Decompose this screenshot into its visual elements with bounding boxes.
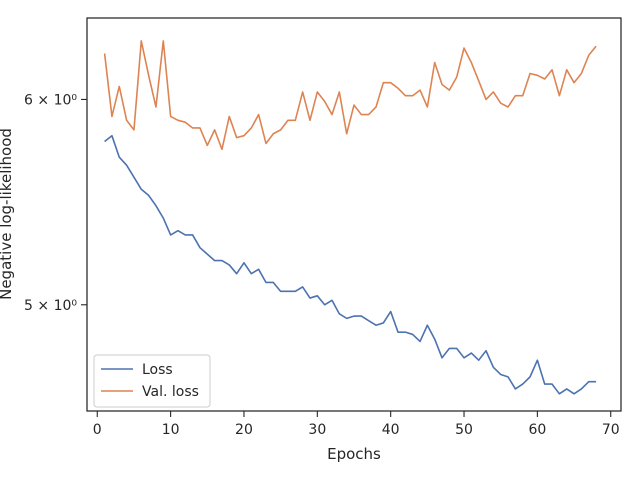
y-tick-label: 5 × 10⁰ bbox=[24, 298, 77, 314]
x-tick-label: 0 bbox=[93, 422, 102, 438]
x-tick-label: 50 bbox=[455, 422, 473, 438]
x-tick-label: 20 bbox=[235, 422, 253, 438]
series-line-val-loss bbox=[103, 40, 597, 151]
x-tick-label: 40 bbox=[382, 422, 400, 438]
legend-box bbox=[93, 354, 211, 408]
legend-label-val-loss: Val. loss bbox=[142, 384, 199, 400]
y-axis: 5 × 10⁰ 6 × 10⁰ bbox=[24, 92, 87, 314]
plot-frame bbox=[86, 17, 622, 412]
x-tick-label: 10 bbox=[162, 422, 180, 438]
legend: Loss Val. loss bbox=[93, 354, 211, 408]
x-tick-label: 60 bbox=[528, 422, 546, 438]
y-axis-label: Negative log-likelihood bbox=[0, 128, 15, 300]
legend-label-loss: Loss bbox=[142, 362, 173, 378]
series-layer bbox=[103, 40, 597, 395]
x-axis-label: Epochs bbox=[327, 445, 381, 463]
y-tick-label: 6 × 10⁰ bbox=[24, 92, 77, 108]
x-tick-label: 30 bbox=[308, 422, 326, 438]
x-axis: 0 10 20 30 40 50 60 70 bbox=[93, 411, 620, 438]
x-tick-label: 70 bbox=[602, 422, 620, 438]
series-line-loss bbox=[104, 134, 597, 395]
